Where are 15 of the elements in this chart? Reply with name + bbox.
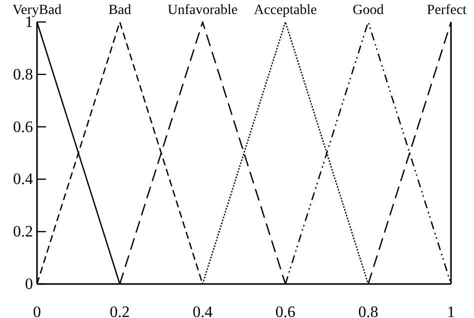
y-tick-label: 0.8	[13, 66, 33, 84]
series-label: Bad	[108, 3, 132, 18]
x-tick-label: 0.4	[192, 304, 213, 318]
x-tick-label: 0.8	[358, 304, 378, 318]
y-tick-label: 0	[25, 276, 33, 293]
series-label: Perfect	[426, 3, 467, 18]
series-label: Good	[352, 3, 384, 18]
series-label: Unfavorable	[168, 3, 238, 18]
x-tick-label: 0.6	[275, 304, 296, 318]
y-tick-label: 0.2	[13, 224, 33, 241]
x-tick-label: 0.2	[110, 304, 130, 318]
series-label: Acceptable	[254, 3, 317, 18]
x-tick-label: 1	[447, 304, 455, 318]
y-tick-label: 0.4	[13, 171, 33, 188]
y-tick-label: 0.6	[13, 118, 33, 136]
